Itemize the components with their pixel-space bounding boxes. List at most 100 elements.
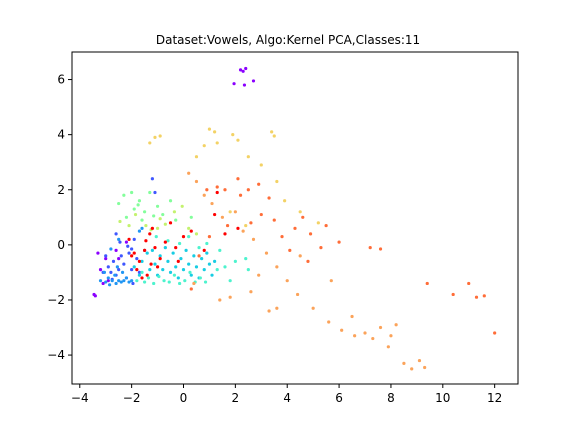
data-point: [298, 210, 302, 214]
data-point: [218, 298, 222, 302]
data-point: [311, 306, 315, 310]
data-point: [197, 246, 201, 250]
data-point: [119, 280, 123, 284]
x-tick-label: 0: [180, 391, 188, 405]
data-point: [275, 265, 279, 269]
data-point: [194, 179, 199, 184]
data-point: [202, 268, 206, 272]
data-point: [150, 248, 154, 252]
data-point: [251, 237, 256, 241]
x-tick-label: 10: [435, 391, 450, 405]
data-point: [272, 218, 276, 222]
x-tick-label: 2: [232, 391, 240, 405]
data-point: [117, 237, 121, 241]
data-point: [213, 212, 217, 217]
data-point: [178, 281, 182, 286]
data-point: [202, 144, 206, 148]
data-point: [257, 182, 261, 186]
data-point: [275, 306, 279, 310]
data-point: [210, 201, 214, 206]
y-tick-label: 2: [57, 183, 65, 197]
data-point: [109, 247, 113, 251]
data-point: [122, 193, 126, 197]
data-point: [140, 276, 144, 280]
data-point: [198, 276, 202, 280]
data-point: [386, 345, 390, 349]
data-point: [350, 314, 354, 319]
data-point: [246, 188, 250, 192]
data-point: [122, 279, 126, 283]
data-point: [117, 201, 121, 206]
data-point: [308, 232, 313, 236]
data-point: [168, 221, 173, 225]
plot-frame: [71, 51, 519, 385]
data-point: [249, 221, 253, 225]
data-point: [223, 232, 227, 236]
data-point: [158, 134, 162, 138]
data-point: [233, 259, 237, 263]
data-point: [153, 246, 157, 250]
x-tick-label: 6: [335, 391, 343, 405]
data-point: [145, 273, 149, 277]
data-point: [132, 237, 136, 241]
data-point: [225, 223, 230, 228]
data-point: [168, 199, 173, 203]
data-point: [238, 193, 243, 197]
data-point: [283, 199, 287, 203]
data-point: [130, 279, 134, 283]
data-point: [205, 251, 209, 255]
data-point: [202, 193, 206, 197]
data-point: [104, 257, 108, 261]
data-point: [155, 226, 160, 230]
data-point: [145, 251, 149, 255]
data-point: [207, 235, 212, 239]
data-point: [144, 239, 148, 243]
data-point: [270, 130, 274, 134]
data-point: [140, 270, 144, 275]
data-point: [168, 270, 173, 275]
data-point: [130, 190, 134, 195]
data-point: [174, 265, 178, 269]
data-point: [306, 259, 310, 263]
data-point: [149, 262, 153, 266]
data-point: [166, 259, 170, 263]
data-point: [104, 280, 108, 284]
data-point: [189, 215, 193, 219]
data-point: [275, 179, 279, 184]
data-point: [161, 268, 165, 272]
data-point: [324, 223, 328, 228]
y-tick-label: 4: [57, 128, 65, 142]
data-point: [181, 268, 186, 272]
data-point: [241, 229, 245, 233]
data-point: [106, 276, 110, 280]
data-point: [194, 232, 199, 236]
data-point: [106, 279, 110, 283]
data-point: [161, 212, 165, 217]
data-point: [137, 229, 142, 233]
data-point: [137, 259, 142, 263]
data-point: [236, 226, 240, 230]
data-point: [205, 188, 209, 192]
data-point: [150, 177, 154, 181]
data-point: [207, 262, 212, 266]
data-point: [110, 279, 114, 283]
data-point: [238, 68, 243, 72]
data-point: [288, 248, 292, 252]
data-point: [117, 279, 121, 283]
data-point: [223, 188, 227, 192]
data-point: [194, 265, 199, 269]
data-point: [153, 190, 157, 195]
data-point: [232, 82, 236, 86]
data-point: [143, 248, 147, 252]
data-point: [135, 257, 139, 261]
data-point: [378, 325, 383, 330]
data-point: [140, 226, 144, 230]
data-point: [187, 171, 191, 175]
data-point: [163, 240, 167, 244]
data-point: [301, 215, 305, 219]
data-point: [174, 246, 178, 250]
data-point: [144, 223, 148, 228]
data-point: [137, 199, 142, 203]
data-point: [163, 246, 167, 250]
data-point: [163, 222, 167, 226]
